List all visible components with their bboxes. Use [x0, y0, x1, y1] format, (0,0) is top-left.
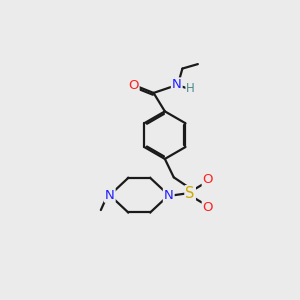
- Text: N: N: [172, 78, 182, 92]
- Text: S: S: [185, 186, 195, 201]
- Text: N: N: [105, 189, 115, 202]
- Text: N: N: [164, 189, 174, 202]
- Text: H: H: [186, 82, 195, 95]
- Text: O: O: [128, 79, 139, 92]
- Text: O: O: [203, 173, 213, 186]
- Text: O: O: [203, 201, 213, 214]
